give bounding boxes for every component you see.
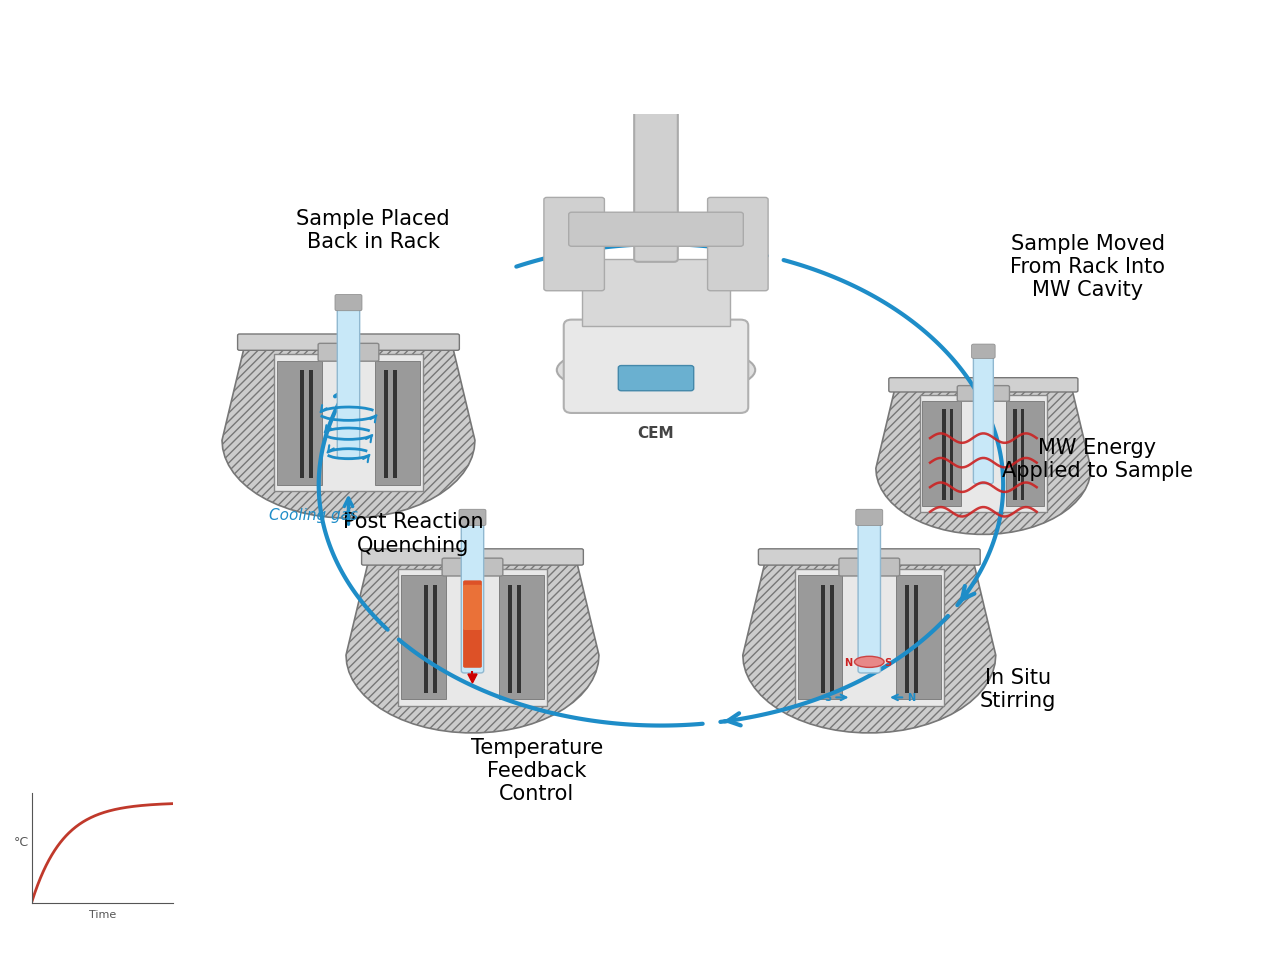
FancyBboxPatch shape [634,94,678,262]
Text: N: N [908,693,915,702]
FancyBboxPatch shape [361,550,584,565]
FancyBboxPatch shape [914,585,918,693]
FancyBboxPatch shape [238,334,460,351]
FancyBboxPatch shape [442,558,503,577]
FancyBboxPatch shape [888,379,1078,393]
Polygon shape [346,560,599,733]
Text: S: S [883,657,891,667]
FancyBboxPatch shape [820,585,826,693]
Polygon shape [468,675,477,683]
FancyBboxPatch shape [544,198,604,291]
FancyBboxPatch shape [568,213,744,247]
X-axis label: Time: Time [88,909,116,919]
Text: S: S [824,693,831,702]
FancyBboxPatch shape [319,344,379,361]
FancyBboxPatch shape [1014,409,1016,501]
Polygon shape [346,560,599,733]
FancyBboxPatch shape [858,519,881,674]
FancyBboxPatch shape [1021,409,1024,501]
FancyBboxPatch shape [338,305,360,458]
FancyBboxPatch shape [393,371,397,479]
FancyBboxPatch shape [950,409,954,501]
FancyBboxPatch shape [920,395,1047,512]
FancyBboxPatch shape [517,585,521,693]
FancyBboxPatch shape [972,345,995,359]
FancyBboxPatch shape [942,409,946,501]
Polygon shape [742,560,996,733]
FancyBboxPatch shape [795,569,943,706]
Text: Temperature
Feedback
Control: Temperature Feedback Control [471,737,603,803]
FancyBboxPatch shape [618,366,694,391]
Text: Post Reaction
Quenching: Post Reaction Quenching [343,512,484,555]
FancyBboxPatch shape [923,401,960,506]
FancyBboxPatch shape [274,355,424,492]
FancyBboxPatch shape [838,558,900,577]
FancyBboxPatch shape [957,386,1010,402]
Text: MW Energy
Applied to Sample: MW Energy Applied to Sample [1002,438,1193,481]
FancyBboxPatch shape [973,353,993,484]
Polygon shape [742,560,996,733]
FancyBboxPatch shape [424,585,429,693]
FancyBboxPatch shape [896,576,941,700]
FancyBboxPatch shape [276,361,321,485]
FancyBboxPatch shape [335,295,362,311]
FancyBboxPatch shape [433,585,438,693]
FancyBboxPatch shape [300,371,305,479]
Ellipse shape [557,345,755,397]
Text: Cooling gas: Cooling gas [269,507,358,523]
FancyBboxPatch shape [375,361,420,485]
FancyBboxPatch shape [384,371,388,479]
Text: In Situ
Stirring: In Situ Stirring [980,667,1056,710]
FancyBboxPatch shape [905,585,909,693]
FancyBboxPatch shape [460,509,486,526]
FancyBboxPatch shape [1006,401,1044,506]
FancyBboxPatch shape [401,576,445,700]
FancyBboxPatch shape [797,576,842,700]
Text: Sample Moved
From Rack Into
MW Cavity: Sample Moved From Rack Into MW Cavity [1010,234,1165,300]
Polygon shape [221,345,475,519]
FancyBboxPatch shape [461,519,484,674]
FancyBboxPatch shape [581,259,731,326]
FancyBboxPatch shape [463,580,481,668]
Y-axis label: °C: °C [13,835,28,849]
FancyBboxPatch shape [398,569,547,706]
FancyBboxPatch shape [508,585,512,693]
FancyBboxPatch shape [463,585,481,630]
Polygon shape [221,345,475,519]
FancyBboxPatch shape [708,198,768,291]
FancyBboxPatch shape [499,576,544,700]
Text: Sample Placed
Back in Rack: Sample Placed Back in Rack [297,209,451,252]
Text: CEM: CEM [637,426,675,441]
FancyBboxPatch shape [563,320,749,413]
Text: N: N [844,657,852,667]
Polygon shape [876,387,1091,534]
FancyBboxPatch shape [758,550,980,565]
FancyBboxPatch shape [308,371,314,479]
FancyBboxPatch shape [856,509,883,526]
FancyBboxPatch shape [829,585,835,693]
Ellipse shape [855,656,884,668]
Polygon shape [876,387,1091,534]
